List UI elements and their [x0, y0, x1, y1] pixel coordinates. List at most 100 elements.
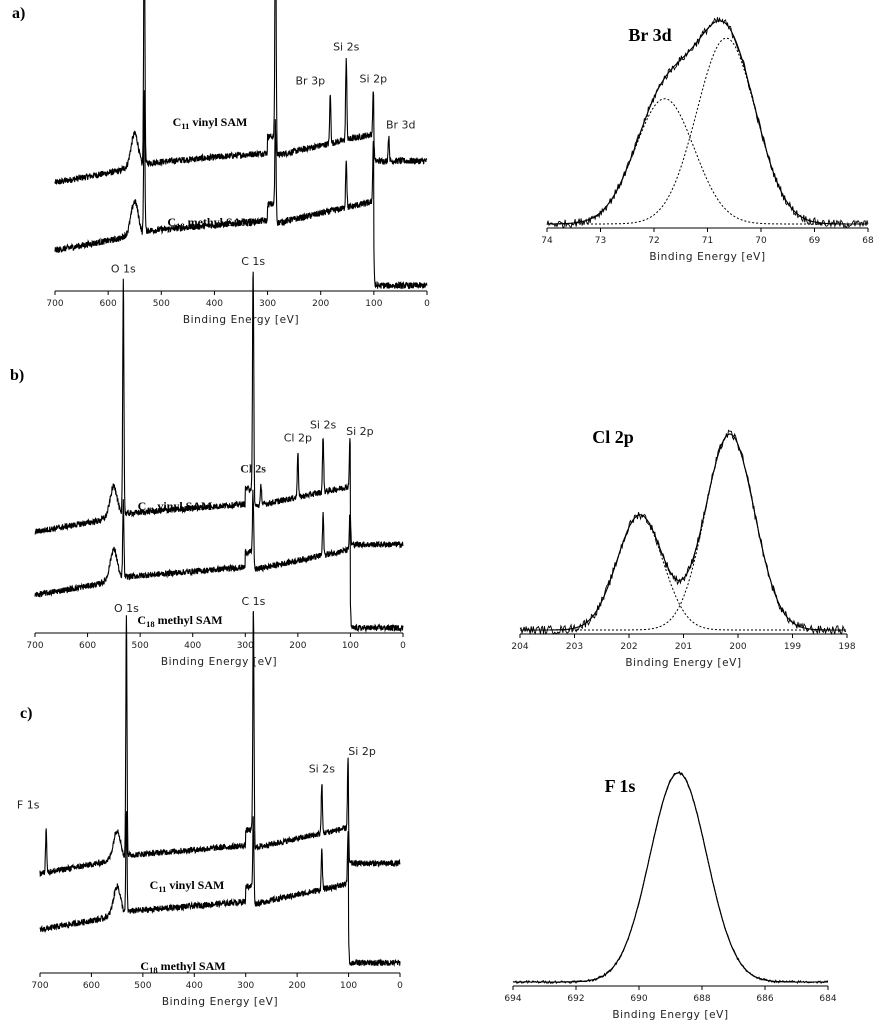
x-tick-label: 200: [312, 299, 329, 309]
series-label-rest: methyl SAM: [185, 215, 253, 229]
series-label-rest: vinyl SAM: [154, 499, 212, 513]
series-label-sub: 18: [146, 619, 155, 629]
chart-title: F 1s: [605, 776, 636, 796]
x-tick-label: 0: [397, 981, 403, 991]
x-tick-label: 500: [134, 981, 151, 991]
chart-title: Br 3d: [628, 25, 671, 45]
series-label-rest: methyl SAM: [155, 613, 223, 627]
series-label: C18 methyl SAM: [140, 959, 225, 975]
series-label-main: C: [150, 878, 159, 892]
peak-label: Cl 2s: [240, 462, 266, 476]
x-tick-label: 400: [206, 299, 223, 309]
fit-envelope: [513, 772, 828, 983]
x-tick-label: 100: [340, 981, 357, 991]
series-label-main: C: [138, 499, 147, 513]
x-tick-label: 686: [756, 994, 773, 1004]
x-tick-label: 500: [153, 299, 170, 309]
series-label-sub: 18: [176, 221, 185, 231]
fit-component-1: [520, 514, 846, 631]
series-label: C11 vinyl SAM: [138, 499, 213, 515]
x-axis-label: Binding Energy [eV]: [612, 1009, 728, 1021]
x-tick-label: 694: [504, 994, 521, 1004]
spectrum-line-methyl: [39, 811, 401, 967]
series-label-sub: 11: [158, 884, 166, 894]
peak-label: C 1s: [241, 595, 265, 608]
peak-label: Si 2s: [310, 418, 337, 431]
series-label-rest: vinyl SAM: [189, 115, 247, 129]
series-label-sub: 11: [181, 121, 189, 131]
series-label-main: C: [167, 215, 176, 229]
x-axis-label: Binding Energy [eV]: [625, 657, 741, 669]
x-tick-label: 688: [693, 994, 710, 1004]
x-tick-label: 0: [400, 641, 406, 651]
raw-spectrum: [519, 429, 847, 636]
series-label: C11 vinyl SAM: [173, 115, 248, 131]
x-tick-label: 300: [237, 981, 254, 991]
raw-spectrum: [513, 770, 828, 985]
x-tick-label: 199: [784, 642, 801, 652]
fit-envelope: [547, 20, 868, 225]
peak-label: O 1s: [111, 262, 136, 275]
survey-chart-b-survey: 700 600 500 400 300 200 100 0 Binding Energy [eV…: [10, 255, 406, 668]
fit-component-1: [547, 98, 868, 225]
x-tick-label: 692: [567, 994, 584, 1004]
x-tick-label: 500: [132, 641, 149, 651]
x-tick-label: 71: [702, 236, 713, 246]
x-tick-label: 300: [259, 299, 276, 309]
x-tick-label: 600: [83, 981, 100, 991]
x-axis-label: Binding Energy [eV]: [162, 996, 278, 1008]
series-label: C11 vinyl SAM: [150, 878, 225, 894]
series-label-sub: 11: [146, 505, 154, 515]
x-tick-label: 700: [26, 641, 43, 651]
x-axis-label: Binding Energy [eV]: [161, 656, 277, 668]
peak-label: Si 2p: [348, 745, 376, 758]
x-tick-label: 202: [620, 642, 637, 652]
x-tick-label: 690: [630, 994, 647, 1004]
panel-label: a): [12, 5, 25, 22]
x-axis-label: Binding Energy [eV]: [183, 314, 299, 326]
x-tick-label: 69: [809, 236, 821, 246]
spectrum-line-methyl: [34, 489, 404, 634]
x-tick-label: 73: [595, 236, 606, 246]
fit-component-2: [547, 37, 868, 225]
x-tick-label: 100: [342, 641, 359, 651]
series-label: C18 methyl SAM: [167, 215, 252, 231]
spectrum-line-vinyl: [39, 611, 401, 878]
series-label-main: C: [140, 959, 149, 973]
peak-label: Br 3d: [386, 119, 416, 132]
x-tick-label: 198: [838, 642, 855, 652]
survey-chart-c-survey: 700 600 500 400 300 200 100 0 Binding Energy [eV…: [17, 595, 403, 1008]
x-tick-label: 201: [675, 642, 692, 652]
peak-label: Si 2s: [309, 762, 336, 775]
series-label-sub: 18: [149, 965, 158, 975]
series-label-main: C: [137, 613, 146, 627]
x-tick-label: 70: [755, 236, 767, 246]
peak-label: C 1s: [241, 255, 265, 268]
spectrum-line-vinyl: [54, 0, 428, 185]
chart-title: Cl 2p: [592, 427, 634, 447]
x-tick-label: 100: [365, 299, 382, 309]
x-tick-label: 600: [100, 299, 117, 309]
x-tick-label: 203: [566, 642, 583, 652]
fit-envelope: [520, 433, 846, 631]
spectrum-line-methyl: [54, 90, 428, 289]
x-tick-label: 0: [424, 299, 430, 309]
series-label: C18 methyl SAM: [137, 613, 222, 629]
survey-chart-a-survey: 700 600 500 400 300 200 100 0 Binding Energy [eV…: [12, 0, 430, 326]
x-tick-label: 200: [289, 641, 306, 651]
detail-chart-a-detail: 74 73 72 71 70 69 68 Binding Energy [eV] Br 3d: [541, 16, 874, 263]
peak-label: Cl 2p: [284, 432, 312, 445]
series-label-main: C: [173, 115, 182, 129]
x-tick-label: 204: [511, 642, 528, 652]
spectrum-line-vinyl: [34, 271, 404, 549]
x-tick-label: 600: [79, 641, 96, 651]
x-tick-label: 200: [729, 642, 746, 652]
panel-label: b): [10, 367, 24, 384]
x-axis-label: Binding Energy [eV]: [649, 251, 765, 263]
x-tick-label: 200: [289, 981, 306, 991]
panel-label: c): [20, 705, 32, 722]
series-label-rest: vinyl SAM: [166, 878, 224, 892]
peak-label: Si 2s: [333, 41, 360, 54]
x-tick-label: 72: [648, 236, 659, 246]
series-label-rest: methyl SAM: [158, 959, 226, 973]
